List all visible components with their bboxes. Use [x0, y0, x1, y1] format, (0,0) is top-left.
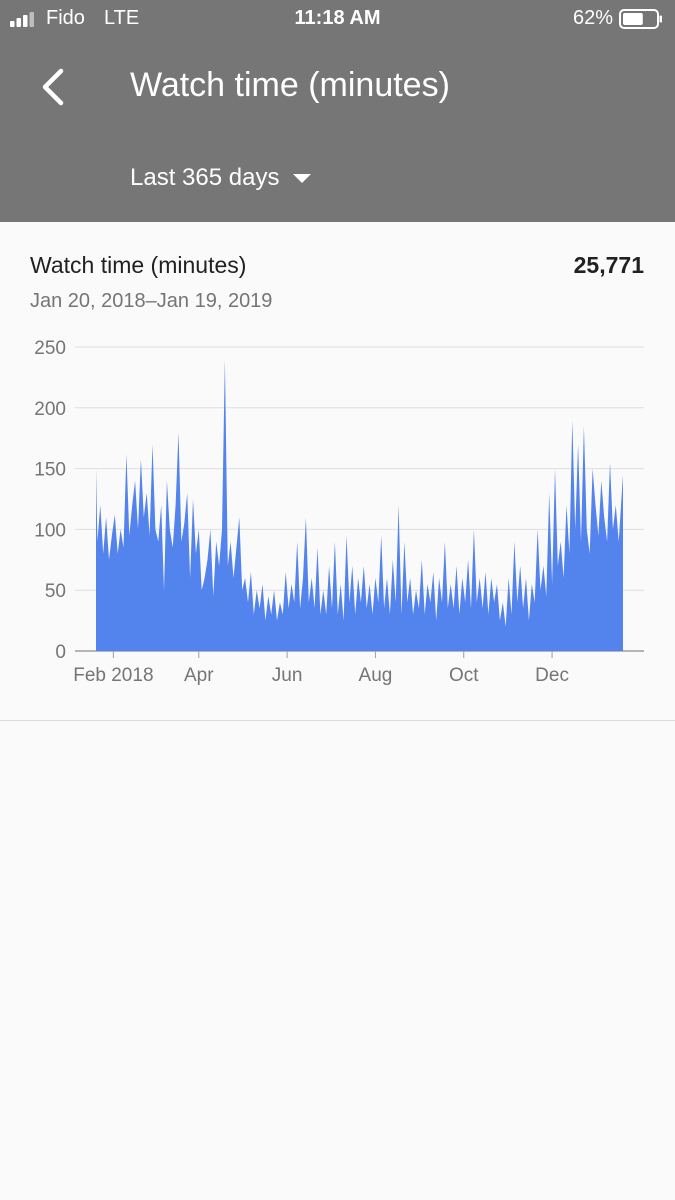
x-tick-label: Dec	[535, 665, 569, 686]
x-tick-label: Jun	[272, 665, 303, 686]
metric-label: Watch time (minutes)	[30, 252, 247, 278]
battery-percent: 62%	[572, 7, 613, 29]
caret-down-icon	[293, 173, 312, 183]
x-tick-label: Apr	[184, 665, 214, 686]
chevron-left-icon	[42, 68, 64, 106]
metric-total: 25,771	[573, 252, 644, 278]
x-tick-label: Aug	[359, 665, 393, 686]
date-range-dropdown[interactable]: Last 365 days	[130, 164, 312, 192]
app-header: Fido LTE 11:18 AM 62% Watch time (minute…	[0, 0, 675, 222]
signal-strength-icon	[10, 12, 34, 27]
y-tick-label: 50	[45, 581, 66, 602]
y-tick-label: 250	[34, 338, 66, 359]
y-tick-label: 100	[34, 520, 66, 541]
battery-icon	[619, 9, 662, 29]
back-button[interactable]	[28, 62, 78, 112]
x-tick-label: Feb 2018	[73, 665, 153, 686]
y-tick-label: 200	[34, 399, 66, 420]
watch-time-series	[96, 359, 623, 651]
x-tick-label: Oct	[449, 665, 479, 686]
metric-card: Watch time (minutes) 25,771 Jan 20, 2018…	[0, 222, 675, 721]
y-tick-label: 150	[34, 460, 66, 481]
network-type: LTE	[104, 7, 140, 29]
y-tick-label: 0	[55, 642, 66, 663]
date-range-dropdown-label: Last 365 days	[130, 164, 280, 191]
status-time: 11:18 AM	[294, 7, 381, 29]
page-title: Watch time (minutes)	[130, 66, 450, 104]
metric-date-range: Jan 20, 2018–Jan 19, 2019	[30, 290, 273, 312]
carrier-name: Fido	[46, 7, 85, 29]
watch-time-chart: 0 50 100 150 200 250 Feb 2018 Apr Jun Aug Oct Dec	[34, 338, 644, 686]
status-bar: Fido LTE 11:18 AM 62%	[0, 0, 675, 38]
